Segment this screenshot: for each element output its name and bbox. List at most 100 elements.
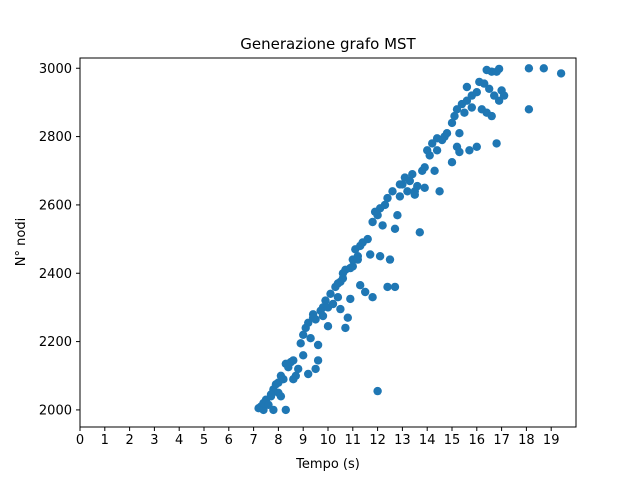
y-tick-label: 2600 bbox=[39, 198, 72, 213]
x-tick-label: 6 bbox=[225, 433, 233, 448]
data-point bbox=[276, 392, 286, 401]
data-point bbox=[492, 67, 501, 76]
data-point bbox=[467, 103, 476, 112]
x-tick-label: 10 bbox=[320, 433, 337, 448]
data-point bbox=[410, 190, 419, 199]
data-point bbox=[524, 64, 534, 73]
data-point bbox=[447, 118, 457, 128]
data-point bbox=[333, 293, 343, 302]
data-point bbox=[539, 64, 548, 73]
data-point bbox=[556, 69, 566, 78]
data-point bbox=[472, 142, 481, 151]
data-point bbox=[378, 221, 387, 230]
x-axis-label: Tempo (s) bbox=[295, 457, 360, 472]
data-point bbox=[480, 79, 489, 88]
x-tick-label: 19 bbox=[543, 433, 560, 448]
x-tick-label: 9 bbox=[299, 433, 307, 448]
data-point bbox=[393, 211, 402, 220]
data-point bbox=[380, 200, 390, 210]
data-point bbox=[383, 282, 392, 292]
chart-title: Generazione grafo MST bbox=[240, 35, 416, 53]
y-axis-ticks: 2000 2200 2400 2600 2800 3000 bbox=[39, 62, 80, 418]
x-tick-label: 18 bbox=[518, 433, 535, 448]
x-axis-ticks: 0 1 2 3 4 5 6 7 8 9 10 11 12 13 14 15 16 17 18 19 bbox=[76, 427, 560, 448]
data-point bbox=[390, 224, 400, 233]
data-point bbox=[455, 147, 464, 157]
data-point bbox=[306, 334, 315, 343]
x-tick-label: 17 bbox=[493, 433, 510, 448]
data-point bbox=[311, 364, 320, 374]
data-point bbox=[363, 234, 372, 244]
data-point bbox=[361, 287, 370, 297]
data-point bbox=[368, 293, 377, 302]
data-point bbox=[281, 405, 290, 415]
data-points bbox=[254, 64, 566, 415]
data-point bbox=[395, 192, 405, 201]
data-point bbox=[460, 108, 469, 117]
x-tick-label: 4 bbox=[175, 433, 183, 448]
data-point bbox=[415, 228, 424, 237]
data-point bbox=[403, 187, 412, 196]
data-point bbox=[425, 151, 434, 160]
data-point bbox=[413, 181, 422, 191]
data-point bbox=[356, 281, 365, 290]
data-point bbox=[323, 322, 333, 331]
data-point bbox=[395, 180, 405, 189]
x-tick-label: 11 bbox=[345, 433, 362, 448]
data-point bbox=[353, 255, 362, 264]
data-point bbox=[472, 88, 481, 97]
x-tick-label: 12 bbox=[369, 433, 386, 448]
data-point bbox=[390, 282, 400, 292]
x-tick-label: 13 bbox=[394, 433, 411, 448]
x-tick-label: 2 bbox=[125, 433, 133, 448]
data-point bbox=[375, 252, 385, 261]
data-point bbox=[341, 323, 350, 333]
data-point bbox=[370, 207, 380, 216]
data-point bbox=[405, 176, 414, 186]
data-point bbox=[304, 369, 313, 379]
y-tick-label: 2000 bbox=[39, 403, 72, 418]
data-point bbox=[368, 217, 377, 227]
data-point bbox=[420, 183, 429, 192]
x-tick-label: 15 bbox=[444, 433, 461, 448]
data-point bbox=[408, 170, 417, 179]
data-point bbox=[447, 158, 457, 167]
data-point bbox=[321, 296, 330, 305]
x-tick-label: 5 bbox=[200, 433, 208, 448]
data-point bbox=[266, 390, 276, 399]
data-point bbox=[296, 339, 305, 348]
data-point bbox=[388, 187, 397, 196]
y-tick-label: 2400 bbox=[39, 267, 72, 282]
y-tick-label: 3000 bbox=[39, 62, 72, 77]
data-point bbox=[420, 163, 429, 172]
data-point bbox=[343, 313, 352, 322]
data-point bbox=[462, 82, 472, 92]
x-tick-label: 0 bbox=[76, 433, 84, 448]
data-point bbox=[450, 111, 459, 121]
x-tick-label: 3 bbox=[150, 433, 158, 448]
data-point bbox=[485, 84, 494, 94]
data-point bbox=[442, 129, 452, 138]
data-point bbox=[492, 139, 501, 148]
data-point bbox=[308, 313, 318, 322]
data-point bbox=[435, 187, 444, 196]
x-tick-label: 14 bbox=[419, 433, 436, 448]
data-point bbox=[482, 65, 491, 75]
data-point bbox=[299, 351, 308, 360]
x-tick-label: 1 bbox=[101, 433, 109, 448]
data-point bbox=[269, 405, 278, 415]
data-point bbox=[465, 146, 474, 155]
data-point bbox=[313, 340, 323, 350]
x-tick-label: 8 bbox=[274, 433, 282, 448]
x-tick-label: 7 bbox=[249, 433, 257, 448]
y-tick-label: 2200 bbox=[39, 335, 72, 350]
data-point bbox=[430, 166, 439, 175]
data-point bbox=[348, 262, 357, 271]
data-point bbox=[499, 91, 509, 100]
data-point bbox=[318, 311, 328, 321]
data-point bbox=[279, 375, 288, 384]
y-axis-label: N° nodi bbox=[14, 218, 29, 266]
data-point bbox=[366, 250, 375, 259]
